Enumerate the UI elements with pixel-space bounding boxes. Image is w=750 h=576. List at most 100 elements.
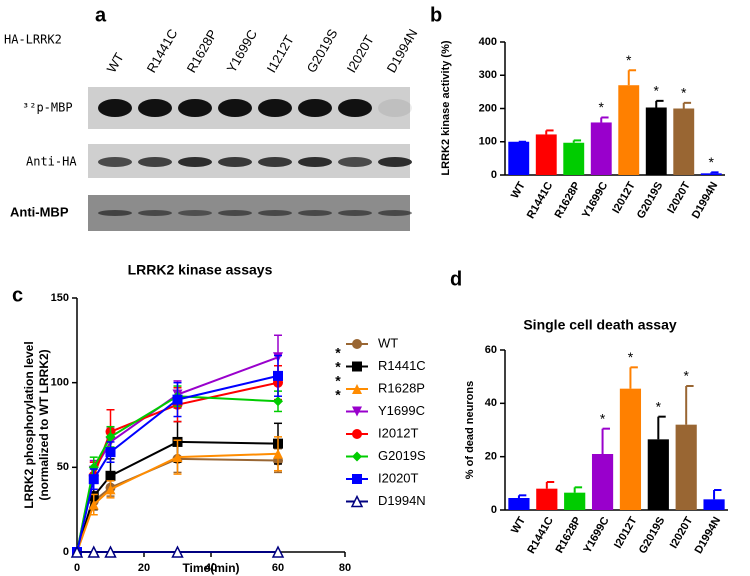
blot-band [338, 210, 372, 216]
marker [172, 394, 183, 405]
lane-label: I1212T [264, 33, 297, 76]
x-tick-label: R1628P [554, 515, 584, 555]
significance: * [683, 368, 689, 384]
marker [105, 431, 116, 442]
legend-label: WT [378, 335, 398, 350]
marker [352, 339, 362, 349]
y-tick-label: 200 [479, 102, 497, 114]
x-tick-label: I2012T [612, 515, 640, 551]
blot-band [178, 99, 212, 117]
marker [105, 484, 116, 495]
y-tick-label: 400 [479, 36, 497, 48]
y-tick-label: 150 [51, 292, 69, 304]
x-tick-label: WT [509, 515, 528, 536]
legend-label: Y1699C [378, 403, 425, 418]
chart-title: Single cell death assay [523, 317, 677, 333]
y-axis-label: % of dead neurons [464, 381, 476, 479]
lane-label: WT [104, 50, 127, 75]
y-tick-label: 100 [51, 377, 69, 389]
blot-band [218, 99, 252, 117]
marker [273, 370, 283, 381]
significance: * [335, 345, 341, 361]
bar [564, 492, 586, 510]
blot-band [178, 157, 212, 167]
bar [563, 142, 585, 175]
significance: * [628, 349, 634, 365]
blot-band [258, 157, 292, 167]
y-tick-label: 0 [491, 504, 497, 516]
bar [536, 488, 558, 510]
significance: * [599, 99, 605, 115]
blot-band [98, 99, 132, 117]
marker [88, 462, 99, 473]
significance: * [335, 373, 341, 389]
blot-band [298, 99, 332, 117]
y-tick-label: 60 [485, 344, 497, 356]
significance: * [335, 359, 341, 375]
x-tick-label: 0 [74, 562, 80, 574]
x-tick-label: D1994N [690, 180, 721, 221]
marker [88, 474, 99, 485]
x-tick-label: Y1699C [580, 180, 610, 220]
lane-label: D1994N [384, 26, 421, 75]
marker [171, 545, 184, 558]
lane-label: R1628P [184, 27, 220, 75]
marker [105, 470, 116, 481]
marker [104, 545, 117, 558]
legend-label: R1628P [378, 380, 425, 395]
marker [70, 545, 84, 558]
marker [273, 448, 283, 459]
x-axis-label: Time(min) [182, 561, 239, 575]
marker [87, 545, 100, 558]
blot-band [298, 210, 332, 216]
blot-band [218, 210, 252, 216]
row-label: ³²p-MBP [22, 101, 73, 115]
significance: * [626, 52, 632, 68]
blot-band [258, 99, 292, 117]
y-tick-label: 40 [485, 397, 497, 409]
bar [647, 439, 669, 510]
x-tick-label: 20 [138, 562, 150, 574]
marker [352, 451, 362, 462]
panel-letter: d [450, 268, 462, 290]
blot-band [218, 157, 252, 167]
marker [271, 545, 285, 558]
blot-band [298, 157, 332, 167]
panel-letter: a [95, 4, 107, 26]
y-axis-label: (normalized to WT LRRK2) [37, 349, 51, 500]
significance: * [656, 398, 662, 414]
y-tick-label: 50 [57, 461, 69, 473]
panel-letter: b [430, 4, 442, 26]
bar [508, 141, 530, 175]
x-tick-label: 40 [205, 562, 217, 574]
significance: * [600, 410, 606, 426]
legend-label: D1994N [378, 493, 426, 508]
y-tick-label: 300 [479, 69, 497, 81]
y-axis-label: LRRK2 kinase activity (%) [440, 40, 452, 175]
bar [508, 498, 530, 510]
y-tick-label: 0 [491, 169, 497, 181]
blot-band [338, 99, 372, 117]
blot-band [338, 157, 372, 167]
y-tick-label: 0 [63, 546, 69, 558]
bar [590, 122, 612, 175]
lane-label: R1441C [144, 26, 181, 75]
blot-band [378, 157, 412, 167]
marker [172, 452, 183, 463]
bar [703, 499, 725, 510]
blot-band [378, 99, 412, 117]
marker [105, 447, 116, 458]
marker [350, 494, 364, 508]
x-tick-label: I2012T [610, 180, 638, 216]
y-tick-label: 100 [479, 136, 497, 148]
x-tick-label: I2020T [668, 515, 696, 551]
lane-label: G2019S [304, 26, 341, 75]
marker [352, 384, 362, 394]
blot-band [98, 210, 132, 216]
blot-band [98, 157, 132, 167]
x-tick-label: I2020T [665, 180, 693, 216]
significance: * [681, 85, 687, 101]
significance: * [709, 154, 715, 170]
bar [535, 134, 557, 175]
